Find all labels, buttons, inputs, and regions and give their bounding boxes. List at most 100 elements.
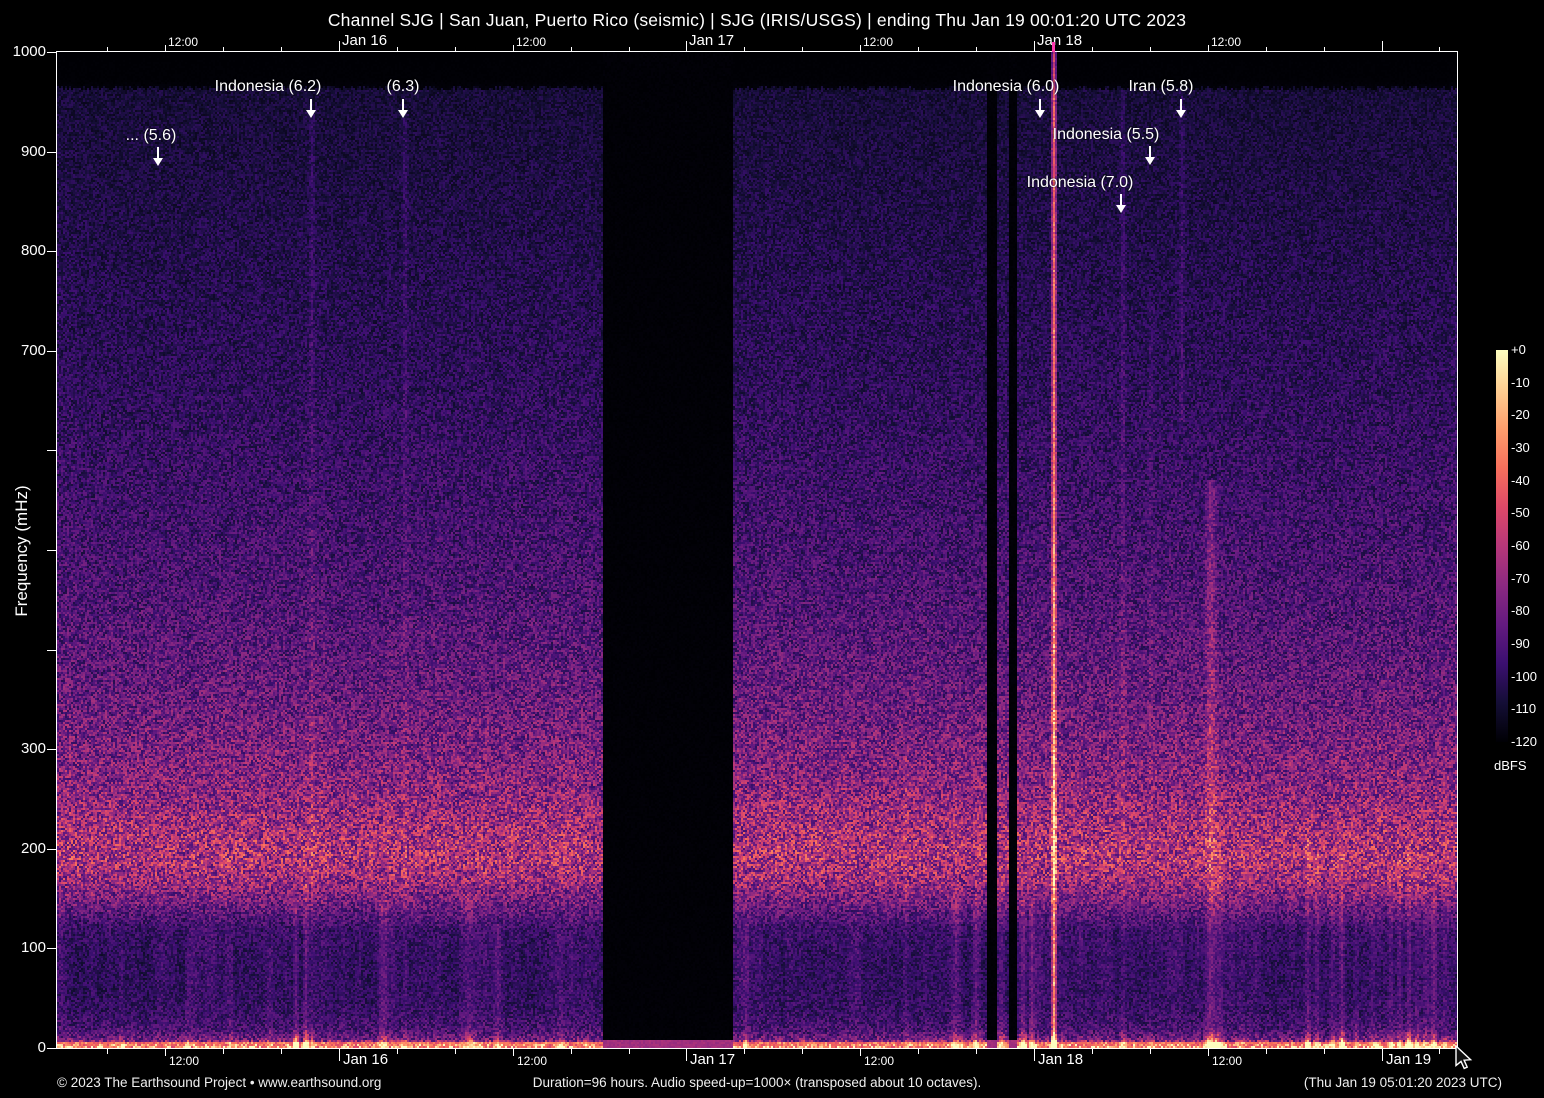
x-tick [1092, 1048, 1093, 1054]
x-tick-label: Jan 18 [1037, 32, 1083, 49]
x-tick [744, 1048, 745, 1054]
x-tick [397, 47, 398, 52]
x-tick [629, 1048, 630, 1054]
x-tick [918, 47, 919, 52]
colorbar-tick-label: -50 [1511, 505, 1530, 521]
x-tick-label: 12:00 [169, 1054, 200, 1068]
x-tick [281, 1048, 282, 1054]
y-tick [47, 52, 57, 53]
x-tick [223, 47, 224, 52]
y-tick-label: 300 [20, 740, 46, 757]
x-tick [571, 1048, 572, 1054]
y-tick-label: 100 [20, 939, 46, 956]
y-tick [47, 948, 57, 949]
y-tick [47, 152, 57, 153]
annotation-label: Indonesia (5.5) [1052, 126, 1160, 143]
x-tick-label: Jan 19 [1386, 1051, 1432, 1068]
x-tick-label: 12:00 [517, 1054, 548, 1068]
colorbar-tick-label: -30 [1511, 440, 1530, 455]
x-tick [107, 47, 108, 52]
x-tick [860, 45, 861, 52]
x-tick-label: Jan 16 [342, 32, 388, 49]
annotation-label: Iran (5.8) [1128, 78, 1194, 95]
x-tick [1439, 47, 1440, 52]
x-tick [1324, 47, 1325, 52]
annotation-label: ... (5.6) [125, 127, 177, 144]
y-tick [47, 550, 57, 551]
annotation-arrow-icon [1116, 194, 1126, 213]
x-tick [1092, 47, 1093, 52]
copyright-text: © 2023 The Earthsound Project • www.eart… [57, 1075, 382, 1090]
colorbar-gradient [1496, 350, 1508, 742]
x-tick-label: Jan 16 [343, 1051, 389, 1068]
colorbar-unit-label: dBFS [1494, 758, 1527, 773]
colorbar-tick-label: -20 [1511, 407, 1530, 423]
y-tick-label: 700 [20, 342, 46, 359]
colorbar-tick-label: -100 [1511, 668, 1538, 684]
annotation-label: Indonesia (7.0) [1026, 174, 1134, 191]
y-axis-title: Frequency (mHz) [12, 485, 31, 617]
x-tick [686, 41, 687, 52]
annotation-arrow-icon [1176, 99, 1186, 118]
colorbar-tick-label: +0 [1511, 342, 1526, 357]
x-tick [802, 1048, 803, 1054]
x-tick [686, 1048, 687, 1061]
x-tick [281, 47, 282, 52]
x-tick [860, 1048, 861, 1056]
annotation-label: Indonesia (6.0) [952, 78, 1060, 95]
x-tick [918, 1048, 919, 1054]
x-tick [1034, 1048, 1035, 1061]
colorbar-tick-label: -60 [1511, 538, 1530, 553]
x-tick [1266, 1048, 1267, 1054]
y-tick [47, 1048, 57, 1049]
y-tick-label: 900 [20, 143, 46, 160]
x-tick [107, 1048, 108, 1054]
x-tick-label: 12:00 [516, 35, 547, 49]
annotation-arrow-icon [398, 99, 408, 118]
colorbar-tick-label: -110 [1511, 701, 1537, 717]
x-tick [339, 41, 340, 52]
x-tick-label: 12:00 [1211, 35, 1242, 49]
colorbar-tick-label: -40 [1511, 472, 1530, 488]
x-tick-label: Jan 17 [689, 32, 735, 49]
x-tick [802, 47, 803, 52]
x-tick [976, 47, 977, 52]
annotation-label: Indonesia (6.2) [214, 78, 322, 95]
x-tick [397, 1048, 398, 1054]
timestamp-text: (Thu Jan 19 05:01:20 2023 UTC) [1303, 1075, 1502, 1090]
annotation-arrow-icon [1145, 146, 1155, 165]
y-tick-label: 1000 [12, 43, 46, 60]
x-tick [571, 47, 572, 52]
annotation-arrow-icon [306, 99, 316, 118]
x-tick [223, 1048, 224, 1054]
x-tick [1324, 1048, 1325, 1054]
chart-title: Channel SJG | San Juan, Puerto Rico (sei… [327, 10, 1187, 30]
x-tick [629, 47, 630, 52]
y-tick [47, 749, 57, 750]
spectrogram-plot [56, 51, 1458, 1049]
annotation-arrow-icon [153, 147, 163, 166]
x-tick [976, 1048, 977, 1054]
colorbar-tick-label: -80 [1511, 603, 1530, 619]
event-line-overshoot [1052, 42, 1055, 52]
x-tick [1382, 1048, 1383, 1061]
y-tick [47, 650, 57, 651]
colorbar-tick-label: -120 [1511, 734, 1538, 749]
annotation-arrow-icon [1035, 99, 1045, 118]
x-tick-label: 12:00 [168, 35, 199, 49]
x-tick [165, 45, 166, 52]
x-tick [1150, 47, 1151, 52]
x-tick [455, 47, 456, 52]
x-tick [1439, 1048, 1440, 1054]
spectrogram-canvas [57, 52, 1457, 1048]
x-tick-label: 12:00 [863, 35, 894, 49]
annotation-label: (6.3) [386, 78, 420, 95]
colorbar-tick-label: -90 [1511, 636, 1530, 651]
x-tick-label: Jan 18 [1038, 1051, 1084, 1068]
y-tick-label: 200 [20, 840, 46, 857]
y-tick-label: 800 [20, 242, 46, 259]
y-tick [47, 450, 57, 451]
x-tick [339, 1048, 340, 1061]
colorbar-tick-label: -70 [1511, 570, 1530, 586]
